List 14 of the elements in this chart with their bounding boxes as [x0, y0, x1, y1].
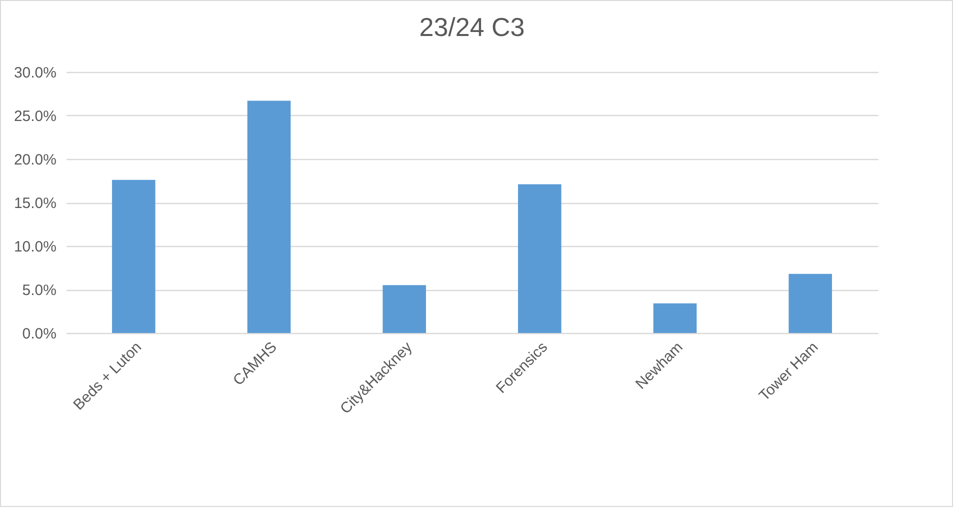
bar [247, 100, 291, 333]
bar [112, 180, 156, 333]
y-tick-label: 15.0% [14, 195, 56, 212]
y-tick-label: 10.0% [14, 238, 56, 256]
bar [382, 285, 426, 333]
chart-title: 23/24 C3 [419, 12, 525, 42]
y-tick-label: 30.0% [14, 64, 56, 82]
bar [653, 303, 697, 333]
y-tick-label: 5.0% [22, 282, 56, 299]
y-tick-label: 25.0% [14, 108, 56, 125]
bar [788, 274, 832, 333]
bar [518, 184, 562, 333]
y-tick-label: 0.0% [22, 326, 56, 342]
y-tick-label: 20.0% [14, 152, 56, 168]
